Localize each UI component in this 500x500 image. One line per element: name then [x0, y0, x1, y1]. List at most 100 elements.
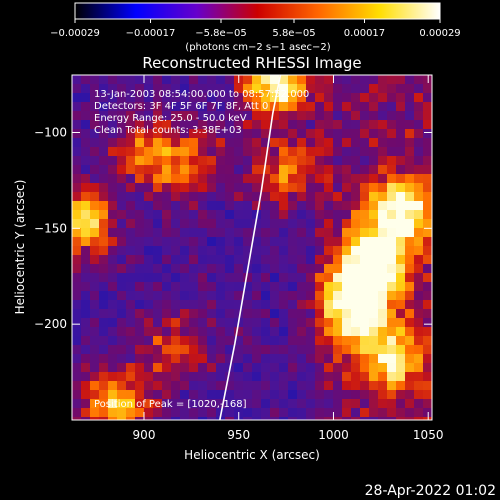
- x-tick-label: 900: [133, 428, 156, 442]
- heatmap-cell: [387, 111, 397, 121]
- heatmap-cell: [216, 102, 226, 112]
- heatmap-cell: [225, 300, 235, 310]
- heatmap-cell: [297, 309, 307, 319]
- heatmap-cell: [162, 192, 172, 202]
- heatmap-cell: [189, 255, 199, 265]
- heatmap-cell: [108, 417, 118, 420]
- heatmap-cell: [108, 336, 118, 346]
- heatmap-cell: [225, 417, 235, 420]
- heatmap-cell: [216, 399, 226, 409]
- heatmap-cell: [405, 381, 415, 391]
- heatmap-cell: [135, 255, 145, 265]
- heatmap-cell: [288, 120, 298, 130]
- heatmap-cell: [243, 399, 253, 409]
- heatmap-cell: [198, 174, 208, 184]
- heatmap-cell: [423, 174, 432, 184]
- heatmap-cell: [315, 390, 325, 400]
- heatmap-cell: [306, 201, 316, 211]
- heatmap-cell: [171, 192, 181, 202]
- heatmap-cell: [333, 408, 343, 418]
- heatmap-cell: [90, 156, 100, 166]
- heatmap-cell: [243, 318, 253, 328]
- heatmap-cell: [270, 363, 280, 373]
- heatmap-cell: [153, 165, 163, 175]
- heatmap-cell: [270, 93, 280, 103]
- heatmap-cell: [261, 336, 271, 346]
- heatmap-cell: [351, 156, 361, 166]
- heatmap-cell: [72, 147, 82, 157]
- heatmap-cell: [369, 174, 379, 184]
- heatmap-cell: [234, 183, 244, 193]
- heatmap-cell: [315, 255, 325, 265]
- heatmap-cell: [243, 300, 253, 310]
- heatmap-cell: [126, 147, 136, 157]
- heatmap-cell: [72, 192, 82, 202]
- heatmap-cell: [423, 201, 432, 211]
- heatmap-cell: [414, 192, 424, 202]
- heatmap-cell: [270, 237, 280, 247]
- heatmap-cell: [252, 417, 262, 420]
- heatmap-cell: [207, 93, 217, 103]
- heatmap-cell: [180, 408, 190, 418]
- heatmap-cell: [198, 138, 208, 148]
- heatmap-cell: [252, 399, 262, 409]
- heatmap-cell: [207, 372, 217, 382]
- heatmap-cell: [117, 174, 127, 184]
- heatmap-cell: [324, 417, 334, 420]
- heatmap-cell: [180, 129, 190, 139]
- heatmap-cell: [153, 408, 163, 418]
- heatmap-cell: [360, 354, 370, 364]
- heatmap-cell: [387, 255, 397, 265]
- heatmap-cell: [180, 219, 190, 229]
- heatmap-cell: [207, 327, 217, 337]
- heatmap-cell: [279, 264, 289, 274]
- heatmap-cell: [378, 84, 388, 94]
- heatmap-cell: [171, 174, 181, 184]
- heatmap-cell: [414, 219, 424, 229]
- heatmap-cell: [396, 336, 406, 346]
- heatmap-cell: [414, 264, 424, 274]
- heatmap-cell: [198, 111, 208, 121]
- heatmap-cell: [360, 273, 370, 283]
- heatmap-cell: [306, 300, 316, 310]
- heatmap-cell: [252, 138, 262, 148]
- heatmap-cell: [288, 228, 298, 238]
- heatmap-cell: [162, 300, 172, 310]
- heatmap-cell: [99, 318, 109, 328]
- heatmap-cell: [225, 318, 235, 328]
- heatmap-cell: [333, 237, 343, 247]
- heatmap-cell: [135, 147, 145, 157]
- heatmap-cell: [297, 390, 307, 400]
- heatmap-cell: [81, 354, 91, 364]
- heatmap-cell: [117, 246, 127, 256]
- heatmap-cell: [81, 381, 91, 391]
- heatmap-cell: [270, 372, 280, 382]
- heatmap-cell: [90, 327, 100, 337]
- heatmap-cell: [189, 156, 199, 166]
- heatmap-cell: [153, 309, 163, 319]
- heatmap-cell: [243, 75, 253, 85]
- heatmap-cell: [423, 399, 432, 409]
- heatmap-cell: [108, 273, 118, 283]
- heatmap-cell: [369, 255, 379, 265]
- heatmap-cell: [396, 255, 406, 265]
- heatmap-cell: [126, 201, 136, 211]
- heatmap-cell: [261, 246, 271, 256]
- heatmap-cell: [288, 399, 298, 409]
- heatmap-cell: [423, 228, 432, 238]
- heatmap-cell: [81, 246, 91, 256]
- heatmap-cell: [315, 102, 325, 112]
- heatmap-cell: [189, 300, 199, 310]
- heatmap-cell: [378, 282, 388, 292]
- heatmap-cell: [135, 300, 145, 310]
- heatmap-cell: [414, 345, 424, 355]
- heatmap-cell: [369, 282, 379, 292]
- heatmap-cell: [243, 255, 253, 265]
- heatmap-cell: [162, 228, 172, 238]
- heatmap-cell: [396, 228, 406, 238]
- heatmap-cell: [117, 291, 127, 301]
- heatmap-cell: [117, 120, 127, 130]
- heatmap-cell: [396, 165, 406, 175]
- heatmap-cell: [81, 336, 91, 346]
- heatmap-cell: [324, 291, 334, 301]
